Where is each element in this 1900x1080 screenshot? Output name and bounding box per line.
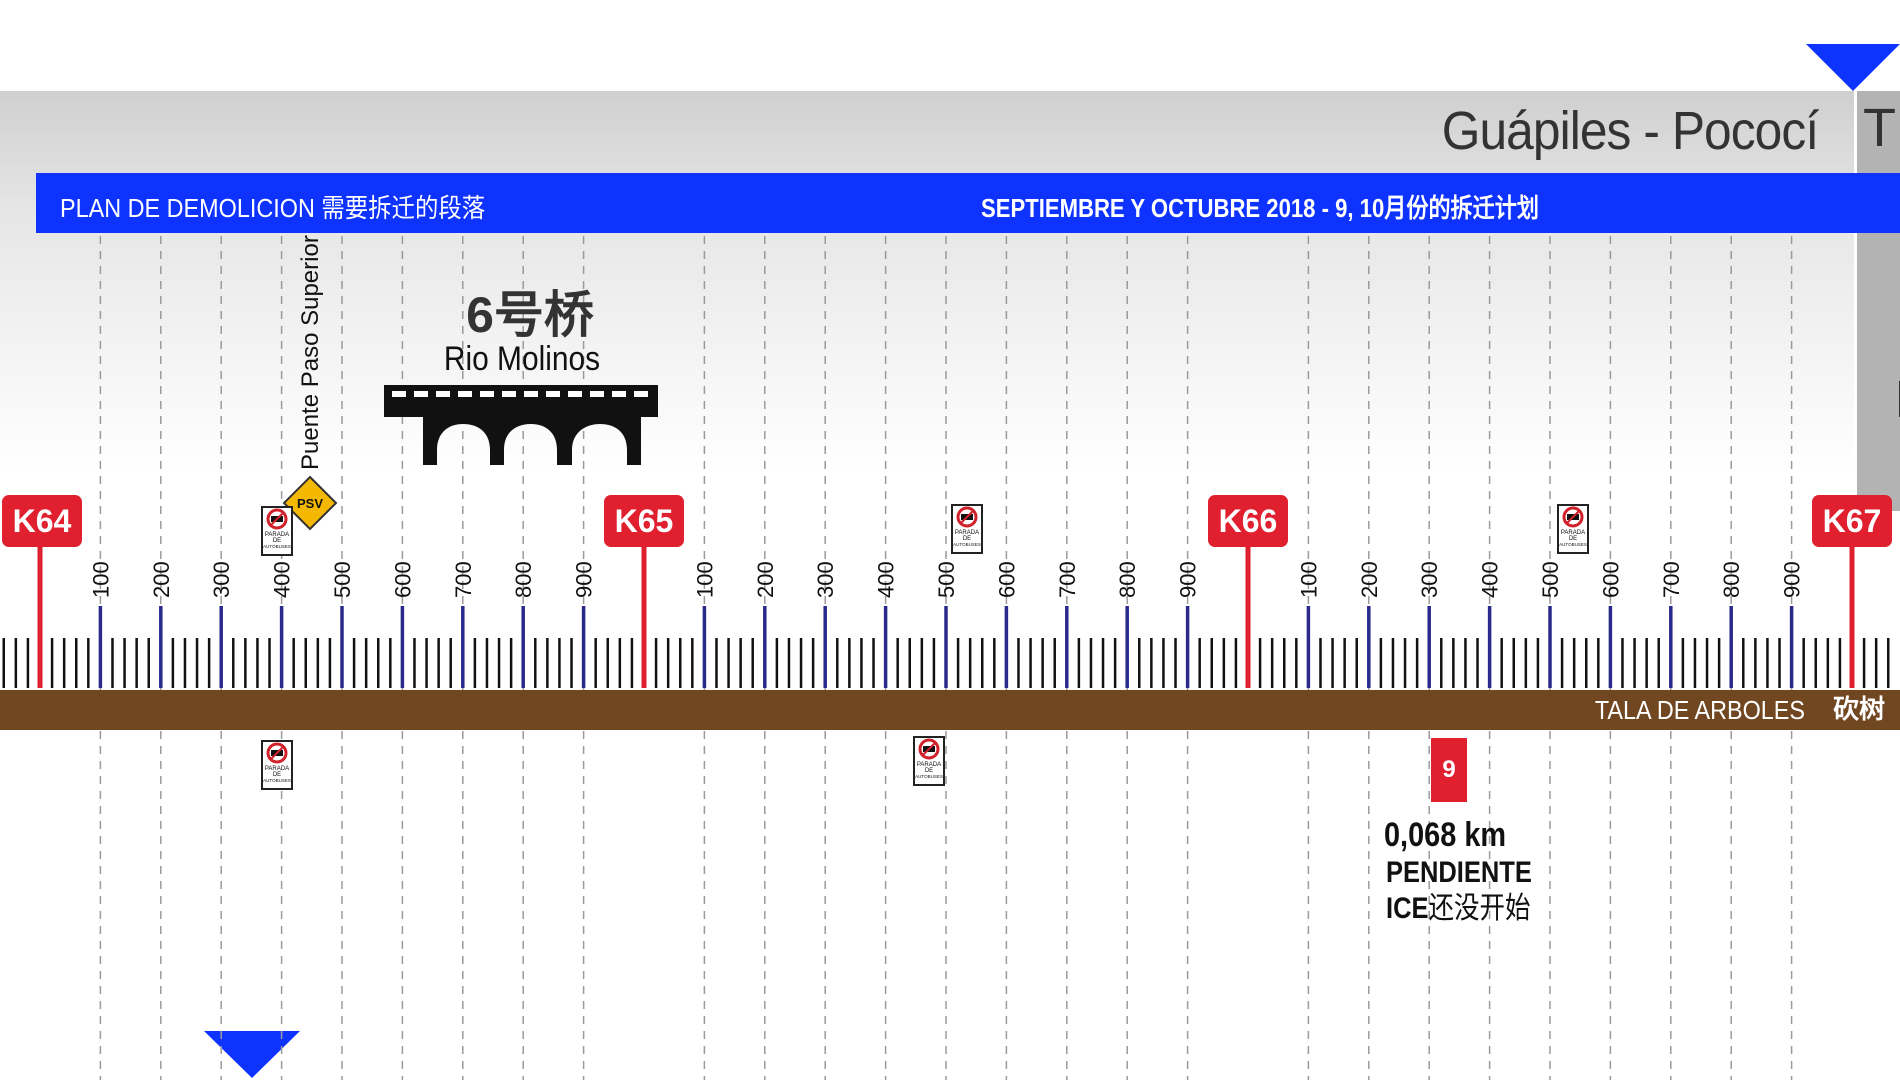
current-position-marker-top	[1806, 44, 1900, 91]
hundred-label: 700	[1055, 561, 1080, 598]
hundred-label: 100	[692, 561, 717, 598]
bridge-name: Rio Molinos	[444, 339, 600, 377]
hundred-label: 600	[994, 561, 1019, 598]
schedule-label: SEPTIEMBRE Y OCTUBRE 2018 - 9, 10月份的拆迁计划	[981, 193, 1539, 223]
hundred-label: 300	[209, 561, 234, 598]
hundred-label: 400	[1478, 561, 1503, 598]
hundred-label: 900	[572, 561, 597, 598]
bus-stop-sign-text: AUTOBUSES	[953, 542, 981, 547]
bus-stop-signs: PARADADEAUTOBUSESPARADADEAUTOBUSESPARADA…	[261, 504, 1589, 790]
segment-number: 9	[1442, 756, 1455, 783]
bus-stop-sign-text: DE	[925, 768, 933, 774]
km-marker: K67	[1812, 495, 1892, 688]
bus-stop-sign-text: PARADA	[1561, 530, 1585, 536]
next-sheet-title-fragment: T	[1863, 98, 1896, 158]
road-label-cn: 砍树	[1833, 694, 1885, 724]
bus-stop-sign-text: DE	[273, 772, 281, 778]
bus-stop-sign-text: PARADA	[955, 530, 979, 536]
km-marker-label: K67	[1823, 503, 1882, 539]
hundred-label: 200	[1357, 561, 1382, 598]
psv-sign-label: PSV	[297, 496, 323, 511]
next-sheet-panel: T	[1854, 91, 1900, 511]
bus-stop-sign-text: DE	[1569, 536, 1577, 542]
bus-stop-sign-text: DE	[963, 536, 971, 542]
km-marker-label: K64	[13, 503, 72, 539]
hundred-label: 100	[1296, 561, 1321, 598]
hundred-label: 800	[1719, 561, 1744, 598]
segment-note-cn: 还没开始	[1428, 891, 1530, 924]
hundred-labels: 100 200 300 400 500 600 700 800 900 100 200 300 400 5…	[88, 561, 1804, 598]
bus-stop-sign-text: AUTOBUSES	[263, 778, 291, 783]
bridge-icon	[384, 385, 658, 465]
hundred-label: 500	[934, 561, 959, 598]
bus-stop-sign-text: AUTOBUSES	[263, 544, 291, 549]
hundred-label: 700	[451, 561, 476, 598]
hundred-ticks	[98, 606, 1794, 688]
km-marker: K65	[604, 495, 684, 688]
segment-note-prefix: ICE	[1386, 891, 1428, 924]
psv-sign: PSV	[282, 475, 338, 531]
current-position-marker-bottom	[204, 1031, 300, 1078]
km-marker: K66	[1208, 495, 1288, 688]
segment-length: 0,068 km	[1384, 815, 1506, 854]
hundred-label: 300	[813, 561, 838, 598]
km-marker: K64	[2, 495, 82, 688]
bus-stop-sign-text: AUTOBUSES	[915, 774, 943, 779]
hundred-label: 900	[1780, 561, 1805, 598]
segment-status: PENDIENTE	[1386, 855, 1532, 888]
minor-ticks	[2, 638, 1890, 688]
road-label: TALA DE ARBOLES	[1595, 697, 1805, 725]
km-marker-label: K66	[1219, 503, 1278, 539]
hundred-label: 600	[390, 561, 415, 598]
section-title: Guápiles - Pococí	[1441, 101, 1819, 161]
hundred-label: 900	[1176, 561, 1201, 598]
hundred-label: 200	[753, 561, 778, 598]
hundred-label: 600	[1598, 561, 1623, 598]
bus-stop-sign-text: PARADA	[265, 532, 289, 538]
bus-stop-sign-text: AUTOBUSES	[1559, 542, 1587, 547]
bus-stop-sign-text: PARADA	[917, 762, 941, 768]
plan-label: PLAN DE DEMOLICION 需要拆迁的段落	[60, 193, 486, 223]
segment-badge	[1431, 738, 1467, 802]
bus-stop-sign-text: PARADA	[265, 766, 289, 772]
km-markers: K64 K65 K66 K67	[2, 495, 1892, 688]
bus-stop-sign-text: DE	[273, 538, 281, 544]
hundred-label: 300	[1417, 561, 1442, 598]
bridge-number: 6号桥	[466, 287, 594, 343]
header-bar: PLAN DE DEMOLICION 需要拆迁的段落 SEPTIEMBRE Y …	[36, 173, 1900, 233]
segment-note: ICE还没开始	[1386, 891, 1530, 924]
km-marker-label: K65	[615, 503, 674, 539]
overpass-label: Puente Paso Superior	[297, 235, 324, 470]
hundred-label: 400	[270, 561, 295, 598]
hundred-label: 800	[1115, 561, 1140, 598]
hundred-label: 700	[1659, 561, 1684, 598]
hundred-label: 500	[1538, 561, 1563, 598]
hundred-label: 500	[330, 561, 355, 598]
hundred-label: 800	[511, 561, 536, 598]
hundred-label: 200	[149, 561, 174, 598]
road-strip	[0, 690, 1900, 730]
hundred-label: 400	[874, 561, 899, 598]
hundred-label: 100	[88, 561, 113, 598]
